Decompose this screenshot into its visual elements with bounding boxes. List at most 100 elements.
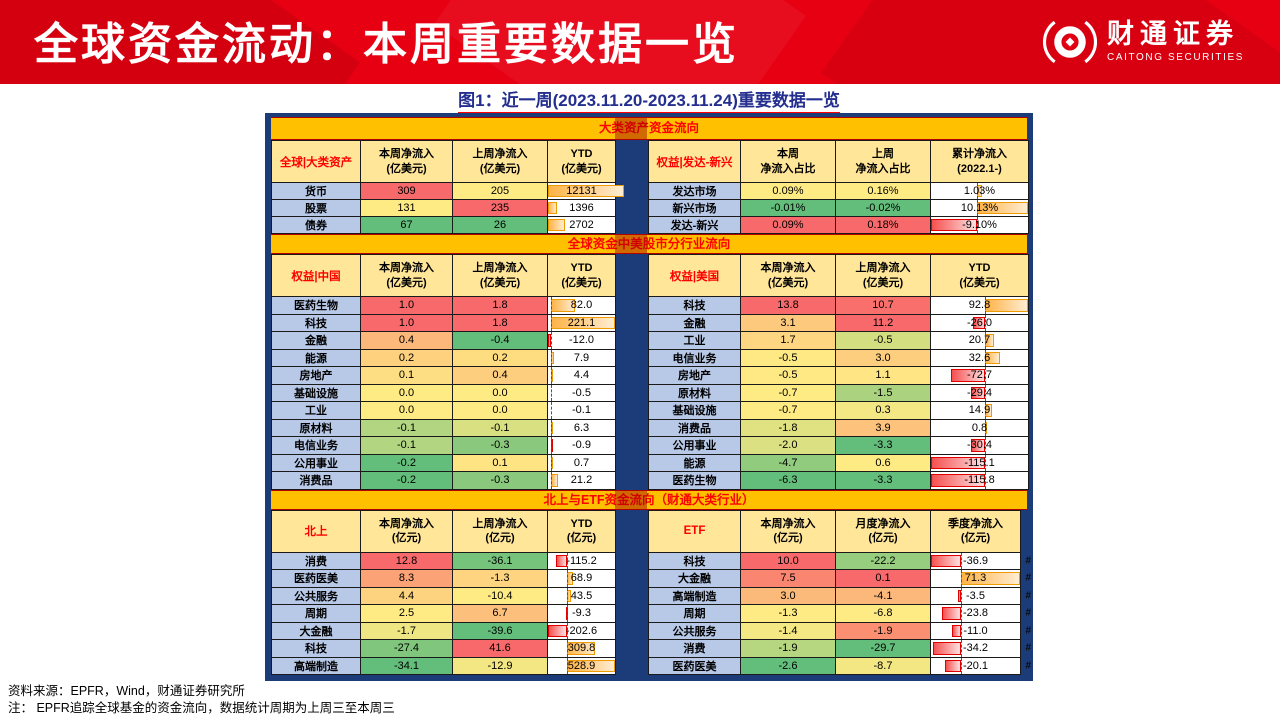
- column-header: YTD (亿美元): [930, 254, 1029, 297]
- table-row: 原材料 -0.7 -1.5 -29.4: [648, 383, 1029, 402]
- databar-cell: -23.8 #: [930, 604, 1031, 623]
- cell-value: -12.0: [568, 334, 595, 347]
- source-note: 资料来源：EPFR，Wind，财通证券研究所: [8, 684, 245, 698]
- table-row: 公共服务 -1.4 -1.9 -11.0 #: [648, 621, 1031, 640]
- databar-axis: [961, 570, 963, 587]
- databar-cell: -202.6: [547, 621, 616, 640]
- method-note: 注： EPFR追踪全球基金的资金流向，数据统计周期为上周三至本周三: [8, 701, 395, 715]
- databar-axis: [984, 349, 986, 366]
- cell-value: 0.7: [573, 456, 590, 469]
- row-label: 房地产: [648, 366, 741, 385]
- value-cell: 1.1: [835, 366, 931, 385]
- value-cell: 1.7: [740, 331, 836, 350]
- databar-cell: -9.3: [547, 604, 616, 623]
- table-section: 大类资产资金流向 全球|大类资产 本周净流入 (亿美元) 上周净流入 (亿美元) YTD (亿…: [271, 117, 1029, 234]
- databar-axis: [961, 587, 963, 604]
- divider-stripe: [615, 235, 647, 253]
- table-row: 科技 10.0 -22.2 -36.9 #: [648, 551, 1031, 570]
- databar-cell: -3.5 #: [930, 586, 1031, 605]
- row-label: 债券: [271, 216, 361, 234]
- value-cell: 3.9: [835, 418, 931, 437]
- table-corner-label: 全球|大类资产: [271, 140, 361, 183]
- cell-value: -115.2: [566, 554, 597, 567]
- row-label: 周期: [271, 604, 361, 623]
- section-title: 全球资金中美股市分行业流向: [271, 234, 1027, 254]
- table-row: 医药生物 -6.3 -3.3 -115.8: [648, 471, 1029, 490]
- value-cell: 0.0: [360, 383, 453, 402]
- table-corner-label: ETF: [648, 509, 741, 553]
- value-cell: -0.2: [360, 471, 453, 490]
- value-cell: -0.1: [360, 436, 453, 455]
- column-header: 季度净流入 (亿元): [930, 509, 1021, 553]
- column-header: 上周 净流入占比: [835, 140, 931, 183]
- row-label: 医药医美: [648, 656, 741, 675]
- table-section: 全球资金中美股市分行业流向 权益|中国 本周净流入 (亿美元) 上周净流入 (亿美元) YT…: [271, 234, 1029, 490]
- databar-cell: -26.0: [930, 313, 1029, 332]
- row-label: 科技: [271, 313, 361, 332]
- databar-cell: 0.8: [930, 418, 1029, 437]
- row-label: 医药医美: [271, 569, 361, 588]
- logo-text: 财通证券 CAITONG SECURITIES: [1107, 21, 1244, 63]
- cell-value: -202.6: [565, 624, 598, 637]
- value-cell: 0.18%: [835, 216, 931, 234]
- cell-value: -9.3: [572, 607, 591, 620]
- value-cell: 11.2: [835, 313, 931, 332]
- table-row: 医药生物 1.0 1.8 82.0: [271, 296, 616, 315]
- value-cell: 7.5: [740, 569, 836, 588]
- value-cell: -0.5: [835, 331, 931, 350]
- table-row: 周期 2.5 6.7 -9.3: [271, 604, 616, 623]
- table-row: 消费 12.8 -36.1 -115.2: [271, 551, 616, 570]
- row-label: 消费品: [271, 471, 361, 490]
- value-cell: -0.02%: [835, 199, 931, 217]
- overflow-mark: #: [1025, 572, 1031, 584]
- table-row: 公共服务 4.4 -10.4 43.5: [271, 586, 616, 605]
- cell-value: -26.0: [966, 316, 993, 329]
- databar-axis: [551, 297, 553, 314]
- value-cell: -1.9: [835, 621, 931, 640]
- value-cell: -1.9: [740, 639, 836, 658]
- databar-cell: -115.1: [930, 453, 1029, 472]
- table-row: 大金融 7.5 0.1 71.3 #: [648, 569, 1031, 588]
- table-row: 大金融 -1.7 -39.6 -202.6: [271, 621, 616, 640]
- value-cell: 0.2: [360, 348, 453, 367]
- divider-stripe: [615, 118, 647, 139]
- databar-cell: 7.9: [547, 348, 616, 367]
- row-label: 周期: [648, 604, 741, 623]
- value-cell: -3.3: [835, 436, 931, 455]
- value-cell: 2.5: [360, 604, 453, 623]
- value-cell: 0.0: [360, 401, 453, 420]
- overflow-mark: #: [1025, 660, 1031, 672]
- value-cell: -10.4: [452, 586, 548, 605]
- footnotes: 资料来源：EPFR，Wind，财通证券研究所 注： EPFR追踪全球基金的资金流…: [8, 683, 395, 717]
- value-cell: -0.01%: [740, 199, 836, 217]
- databar-cell: -11.0 #: [930, 621, 1031, 640]
- figure-title-text: 图1：近一周(2023.11.20-2023.11.24)重要数据一览: [458, 86, 840, 115]
- table-row: 货币 309 205 12131: [271, 182, 624, 200]
- value-cell: -2.0: [740, 436, 836, 455]
- value-cell: 1.0: [360, 296, 453, 315]
- databar-cell: -72.7: [930, 366, 1029, 385]
- value-cell: 0.09%: [740, 216, 836, 234]
- databar-axis: [961, 552, 963, 569]
- row-label: 房地产: [271, 366, 361, 385]
- cell-value: 309.8: [567, 642, 596, 655]
- overflow-mark: #: [1025, 607, 1031, 619]
- section-title-text: 北上与ETF资金流向（财通大类行业）: [543, 492, 755, 507]
- databar-axis: [984, 419, 986, 436]
- value-cell: -0.4: [452, 331, 548, 350]
- column-header: 本周净流入 (亿元): [360, 509, 453, 553]
- table-row: 金融 3.1 11.2 -26.0: [648, 313, 1029, 332]
- table-row: 债券 67 26 2702: [271, 216, 616, 234]
- databar-axis: [976, 200, 978, 216]
- cell-value: 32.6: [968, 351, 991, 364]
- cell-value: -9.10%: [962, 219, 997, 231]
- table-corner-label: 权益|中国: [271, 254, 361, 297]
- table-row: 工业 1.7 -0.5 20.7: [648, 331, 1029, 350]
- cell-value: -115.1: [964, 456, 995, 469]
- value-cell: 13.8: [740, 296, 836, 315]
- databar-cell: 1396: [547, 199, 616, 217]
- cell-value: -3.5: [966, 589, 985, 602]
- overflow-mark: #: [1025, 642, 1031, 654]
- value-cell: 3.0: [740, 586, 836, 605]
- cell-value: 43.5: [570, 589, 593, 602]
